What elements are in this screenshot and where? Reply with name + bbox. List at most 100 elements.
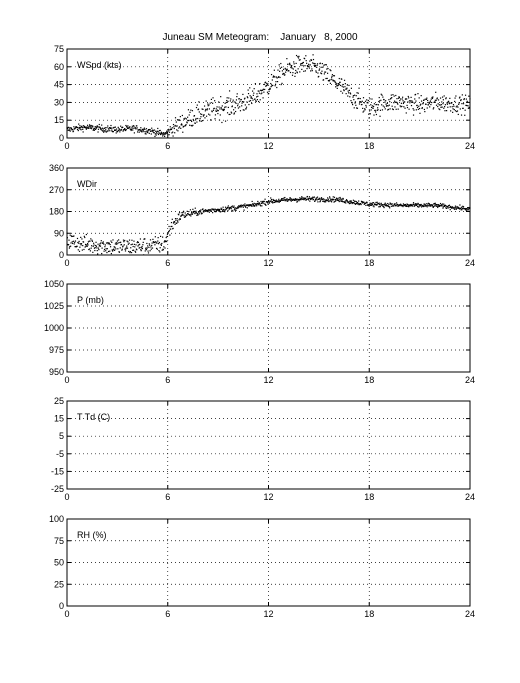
data-point	[455, 208, 457, 210]
data-point	[361, 100, 363, 102]
data-point	[396, 203, 398, 206]
data-point	[72, 242, 74, 245]
data-point	[254, 204, 256, 207]
data-point	[406, 204, 409, 206]
data-point	[155, 131, 158, 133]
data-point	[130, 247, 132, 249]
data-point	[361, 201, 363, 203]
data-point	[79, 128, 81, 130]
data-point	[114, 126, 117, 128]
data-point	[187, 109, 190, 111]
data-point	[446, 207, 448, 209]
data-point	[397, 205, 399, 207]
data-point	[113, 126, 115, 128]
data-point	[187, 116, 189, 118]
data-point	[252, 203, 254, 206]
data-point	[110, 127, 112, 129]
data-point	[349, 200, 351, 202]
data-point	[232, 101, 234, 103]
data-point	[298, 55, 300, 57]
data-point	[180, 127, 182, 129]
data-point	[274, 200, 276, 202]
data-point	[134, 127, 137, 129]
data-point	[214, 210, 216, 213]
data-point	[409, 102, 411, 104]
data-point	[258, 90, 260, 92]
data-point	[164, 132, 167, 134]
data-point	[203, 114, 205, 116]
data-point	[155, 242, 157, 244]
data-point	[81, 238, 83, 240]
data-point	[98, 249, 100, 251]
data-point	[142, 241, 144, 243]
data-point	[140, 250, 142, 252]
data-point	[348, 201, 350, 203]
data-point	[394, 203, 396, 205]
data-point	[306, 68, 308, 70]
data-point	[376, 201, 378, 203]
data-point	[343, 89, 345, 91]
data-point	[348, 202, 350, 205]
data-point	[444, 204, 446, 206]
data-point	[146, 130, 148, 132]
data-point	[347, 201, 349, 203]
data-point	[74, 128, 76, 130]
data-point	[171, 225, 173, 228]
data-point	[417, 202, 419, 205]
data-point	[333, 80, 335, 82]
data-point	[421, 204, 423, 207]
data-point	[281, 198, 283, 200]
data-point	[390, 97, 392, 100]
data-point	[155, 247, 158, 250]
data-point	[71, 241, 73, 243]
data-point	[356, 107, 359, 109]
data-point	[182, 210, 185, 212]
data-point	[230, 208, 232, 210]
data-point	[139, 238, 142, 240]
data-point	[223, 209, 225, 211]
data-point	[266, 201, 268, 203]
data-point	[292, 198, 294, 200]
data-point	[310, 59, 312, 61]
data-point	[244, 205, 246, 207]
data-point	[297, 199, 300, 201]
data-point	[326, 197, 329, 199]
data-point	[344, 83, 346, 85]
data-point	[218, 106, 220, 108]
data-point	[113, 248, 115, 250]
data-point	[227, 205, 229, 207]
data-point	[363, 110, 365, 112]
data-point	[460, 206, 463, 208]
data-point	[148, 132, 150, 134]
data-point	[221, 210, 223, 213]
data-point	[172, 131, 174, 133]
data-point	[319, 62, 321, 64]
data-point	[270, 73, 273, 76]
data-point	[318, 197, 321, 199]
data-point	[204, 117, 206, 119]
y-tick-label: 100	[49, 514, 64, 524]
data-point	[128, 127, 130, 129]
data-point	[99, 244, 101, 246]
data-point	[233, 109, 235, 111]
data-point	[316, 66, 318, 68]
data-point	[299, 71, 301, 73]
data-point	[354, 102, 356, 104]
data-point	[383, 206, 385, 208]
data-point	[97, 253, 99, 255]
data-point	[172, 123, 175, 126]
data-point	[107, 130, 109, 132]
data-point	[106, 248, 108, 250]
data-point	[191, 125, 193, 127]
data-point	[256, 202, 259, 205]
data-point	[294, 199, 296, 201]
data-point	[286, 68, 288, 70]
data-point	[157, 133, 160, 136]
data-point	[417, 203, 419, 205]
data-point	[256, 93, 258, 95]
data-point	[77, 241, 79, 244]
data-point	[370, 204, 372, 206]
data-point	[123, 129, 125, 131]
data-point	[332, 196, 334, 198]
data-point	[339, 196, 341, 199]
